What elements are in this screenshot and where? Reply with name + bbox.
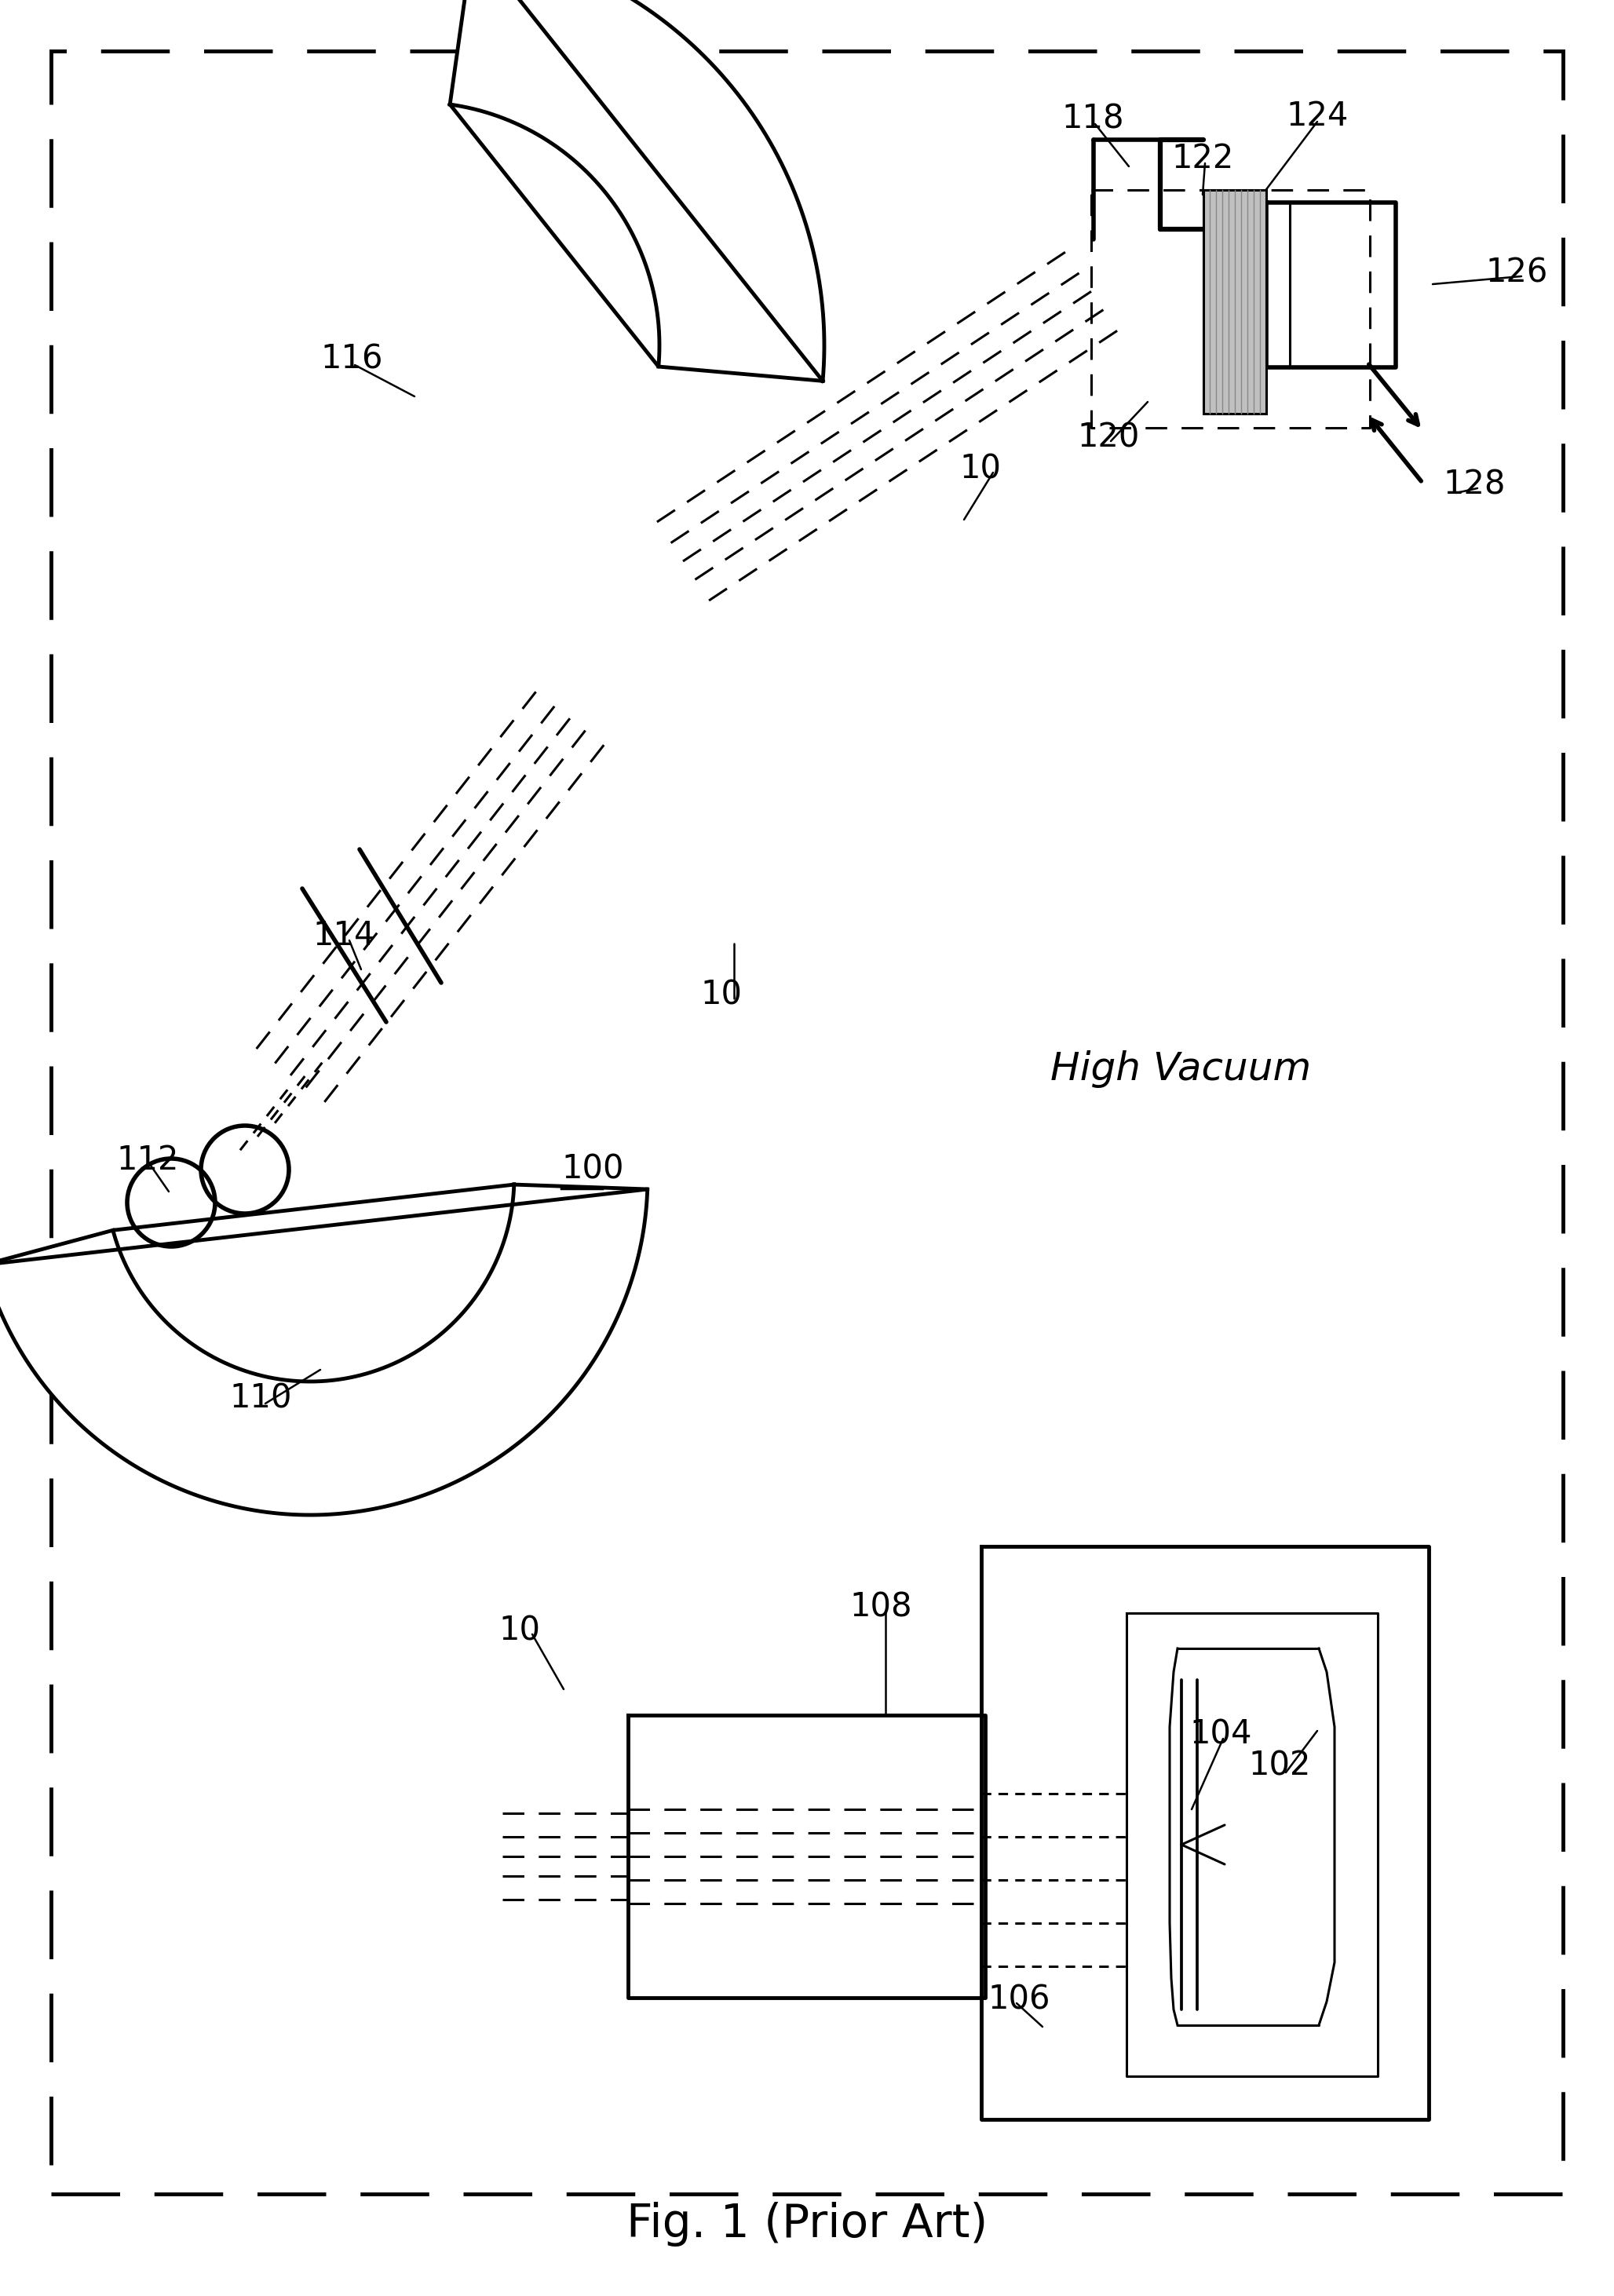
Text: 108: 108	[849, 1591, 912, 1623]
Polygon shape	[450, 0, 825, 381]
Bar	[1204, 191, 1267, 413]
Text: 100: 100	[562, 1153, 623, 1187]
Text: 114: 114	[313, 918, 374, 953]
Text: 116: 116	[320, 342, 383, 377]
Text: 10: 10	[499, 1614, 541, 1649]
Text: 126: 126	[1485, 257, 1548, 289]
Text: 104: 104	[1190, 1717, 1252, 1752]
Text: 112: 112	[116, 1143, 179, 1176]
Text: 10: 10	[700, 978, 742, 1013]
Text: 124: 124	[1286, 99, 1348, 133]
Text: 102: 102	[1248, 1750, 1311, 1782]
Text: 110: 110	[229, 1382, 292, 1414]
Text: 10: 10	[959, 452, 1001, 487]
Text: Fig. 1 (Prior Art): Fig. 1 (Prior Art)	[626, 2202, 988, 2245]
Polygon shape	[0, 1185, 647, 1515]
Text: High Vacuum: High Vacuum	[1051, 1049, 1311, 1088]
Text: 120: 120	[1077, 422, 1139, 455]
Text: 122: 122	[1172, 142, 1233, 174]
Text: 118: 118	[1062, 103, 1123, 135]
Text: 106: 106	[988, 1984, 1051, 2016]
Text: 128: 128	[1443, 468, 1506, 501]
